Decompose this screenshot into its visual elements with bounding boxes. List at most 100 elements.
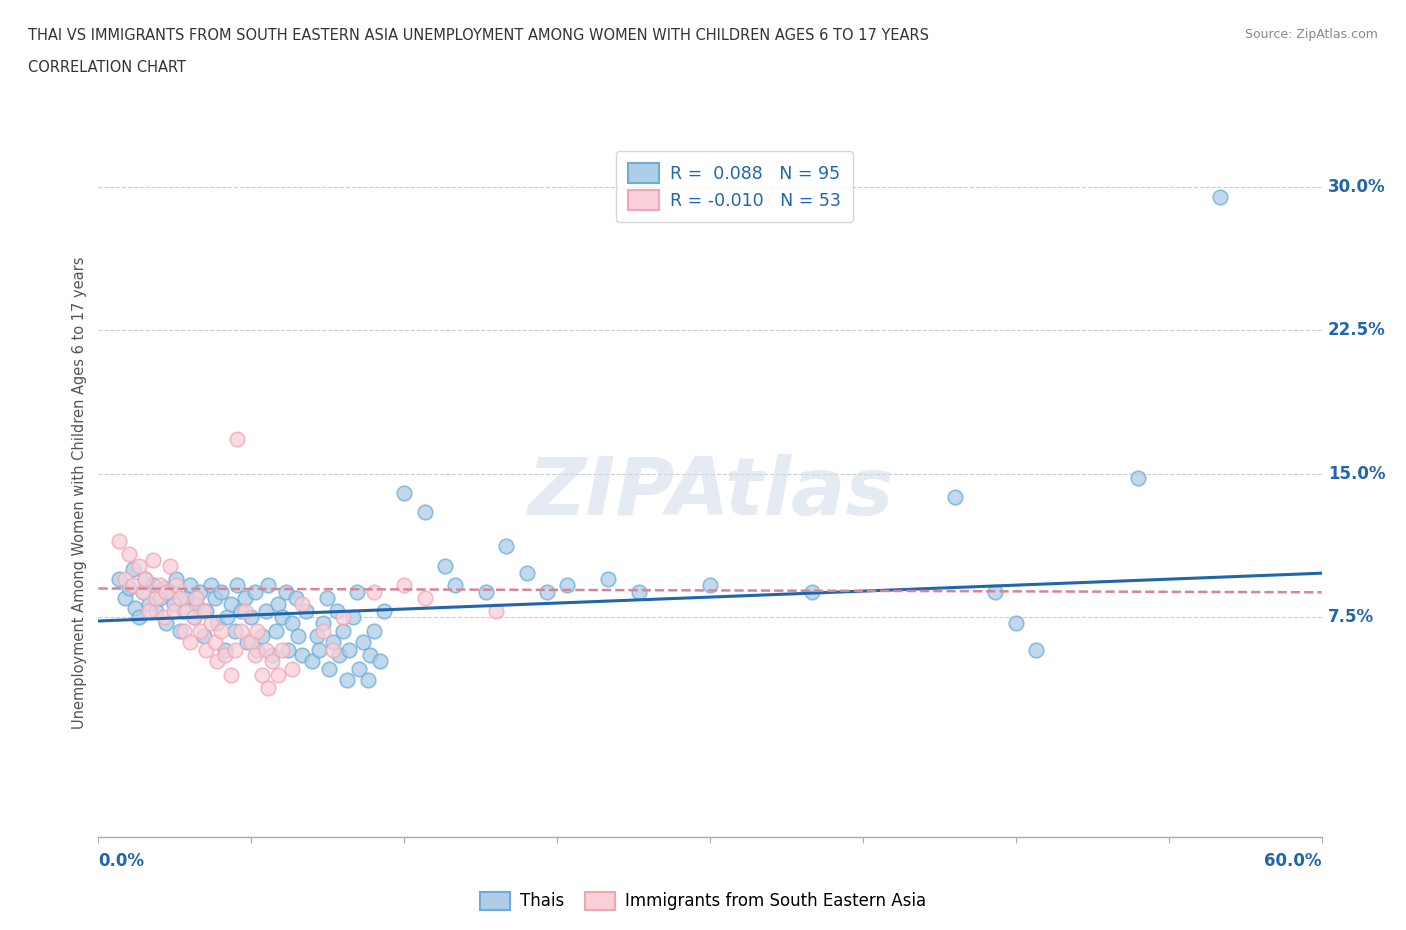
Point	[342, 610, 364, 625]
Point	[627, 585, 650, 600]
Point	[149, 591, 172, 605]
Point	[291, 648, 314, 663]
Point	[250, 629, 273, 644]
Point	[193, 604, 215, 618]
Point	[155, 585, 177, 600]
Point	[204, 634, 226, 649]
Text: 22.5%: 22.5%	[1327, 322, 1385, 339]
Point	[315, 591, 337, 605]
Point	[356, 672, 378, 687]
Point	[183, 610, 205, 625]
Point	[318, 661, 340, 676]
Point	[495, 539, 517, 554]
Point	[231, 623, 253, 638]
Point	[134, 571, 156, 587]
Point	[179, 634, 201, 649]
Point	[250, 667, 273, 682]
Point	[132, 585, 155, 600]
Point	[254, 643, 277, 658]
Point	[209, 623, 232, 638]
Point	[1004, 616, 1026, 631]
Point	[188, 585, 212, 600]
Point	[138, 604, 160, 618]
Point	[516, 565, 538, 580]
Point	[128, 610, 150, 625]
Point	[984, 585, 1007, 600]
Point	[224, 623, 246, 638]
Point	[368, 654, 391, 669]
Text: 30.0%: 30.0%	[1327, 178, 1385, 196]
Point	[215, 610, 238, 625]
Point	[444, 578, 467, 592]
Point	[173, 623, 195, 638]
Point	[363, 585, 385, 600]
Point	[159, 558, 181, 573]
Point	[233, 604, 256, 618]
Point	[132, 585, 155, 600]
Text: 7.5%: 7.5%	[1327, 608, 1374, 626]
Point	[224, 643, 246, 658]
Point	[373, 604, 395, 618]
Point	[352, 634, 374, 649]
Point	[254, 604, 277, 618]
Point	[245, 648, 267, 663]
Point	[270, 643, 294, 658]
Point	[174, 591, 197, 605]
Point	[118, 547, 141, 562]
Point	[359, 648, 381, 663]
Point	[174, 604, 197, 618]
Point	[598, 571, 620, 587]
Point	[277, 643, 299, 658]
Point	[231, 604, 253, 618]
Point	[281, 661, 304, 676]
Point	[114, 571, 136, 587]
Point	[214, 643, 236, 658]
Point	[245, 585, 267, 600]
Point	[152, 581, 174, 596]
Point	[200, 616, 222, 631]
Point	[264, 623, 287, 638]
Point	[295, 604, 318, 618]
Point	[434, 558, 457, 573]
Point	[485, 604, 508, 618]
Legend: R =  0.088   N = 95, R = -0.010   N = 53: R = 0.088 N = 95, R = -0.010 N = 53	[616, 151, 853, 222]
Point	[267, 667, 290, 682]
Point	[943, 489, 966, 504]
Point	[336, 672, 359, 687]
Point	[128, 558, 150, 573]
Point	[122, 578, 145, 592]
Text: THAI VS IMMIGRANTS FROM SOUTH EASTERN ASIA UNEMPLOYMENT AMONG WOMEN WITH CHILDRE: THAI VS IMMIGRANTS FROM SOUTH EASTERN AS…	[28, 28, 929, 43]
Point	[209, 585, 232, 600]
Point	[108, 533, 131, 548]
Point	[413, 505, 436, 520]
Point	[246, 623, 269, 638]
Point	[322, 634, 344, 649]
Point	[200, 578, 222, 592]
Point	[155, 616, 177, 631]
Text: ZIPAtlas: ZIPAtlas	[527, 454, 893, 532]
Point	[555, 578, 579, 592]
Point	[287, 629, 309, 644]
Point	[142, 578, 165, 592]
Point	[346, 585, 368, 600]
Point	[134, 571, 156, 587]
Text: CORRELATION CHART: CORRELATION CHART	[28, 60, 186, 75]
Point	[193, 629, 215, 644]
Point	[138, 596, 160, 611]
Point	[332, 610, 354, 625]
Point	[219, 667, 242, 682]
Point	[1128, 471, 1150, 485]
Point	[226, 432, 249, 446]
Point	[312, 616, 335, 631]
Point	[801, 585, 824, 600]
Point	[413, 591, 436, 605]
Point	[474, 585, 498, 600]
Point	[169, 591, 191, 605]
Point	[183, 610, 205, 625]
Point	[349, 661, 371, 676]
Point	[1025, 643, 1047, 658]
Point	[145, 591, 167, 605]
Text: 15.0%: 15.0%	[1327, 465, 1385, 483]
Point	[205, 616, 228, 631]
Point	[165, 571, 187, 587]
